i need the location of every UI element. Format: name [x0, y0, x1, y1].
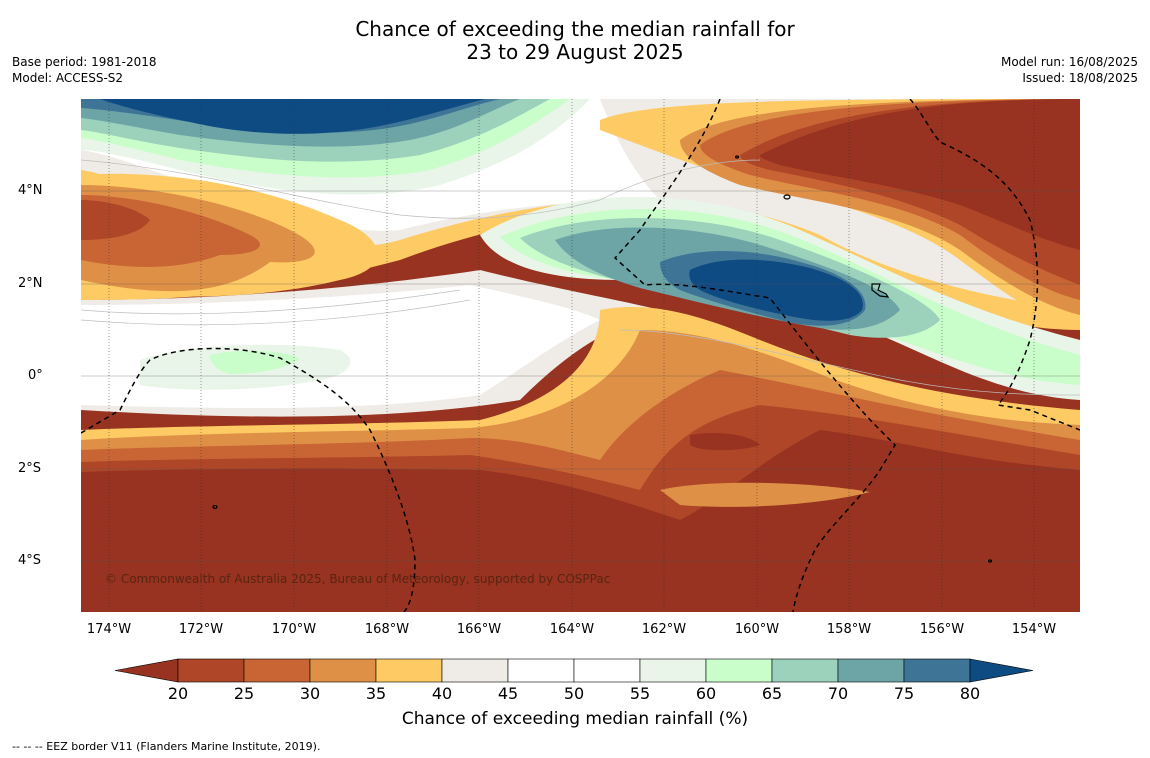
nw-20 — [81, 200, 150, 240]
colorbar-segment — [705, 658, 773, 683]
south-30-patch — [660, 482, 870, 507]
lat-label-4n: 4°N — [18, 183, 43, 198]
lon-label-156w: 156°W — [919, 622, 965, 637]
lon-label-166w: 166°W — [456, 622, 502, 637]
rainfall-map — [81, 99, 1080, 612]
colorbar-segment — [243, 658, 311, 683]
lat-label-2n: 2°N — [18, 276, 43, 291]
colorbar-tick-label: 30 — [299, 684, 321, 703]
lat-label-2s: 2°S — [18, 461, 42, 476]
colorbar-segment — [573, 658, 641, 683]
meta-right: Model run: 16/08/2025 Issued: 18/08/2025 — [1001, 54, 1138, 86]
colorbar-segment — [639, 658, 707, 683]
title-line-1: Chance of exceeding the median rainfall … — [355, 17, 795, 41]
lat-label-0: 0° — [28, 368, 43, 383]
south-20-patch — [690, 433, 760, 451]
colorbar-segment — [177, 658, 245, 683]
lat-label-4s: 4°S — [18, 553, 42, 568]
lon-label-164w: 164°W — [549, 622, 595, 637]
islands — [212, 155, 993, 563]
south-20 — [81, 430, 1080, 612]
lon-label-170w: 170°W — [271, 622, 317, 637]
lon-label-174w: 174°W — [86, 622, 132, 637]
lon-label-172w: 172°W — [178, 622, 224, 637]
colorbar-tick-label: 20 — [167, 684, 189, 703]
base-period: Base period: 1981-2018 — [12, 55, 157, 69]
colorbar-segment — [441, 658, 509, 683]
colorbar-tick-label: 70 — [827, 684, 849, 703]
lat-gridlines — [81, 190, 1080, 562]
colorbar-segment — [309, 658, 377, 683]
colorbar-tick-label: 25 — [233, 684, 255, 703]
model-name: Model: ACCESS-S2 — [12, 71, 124, 85]
colorbar-label: Chance of exceeding median rainfall (%) — [401, 709, 749, 729]
lon-label-162w: 162°W — [641, 622, 687, 637]
colorbar-tick-label: 55 — [629, 684, 651, 703]
colorbar-tick-label: 60 — [695, 684, 717, 703]
colorbar-segment — [375, 658, 443, 683]
colorbar-tick-label: 50 — [563, 684, 585, 703]
colorbar-tick-label: 45 — [497, 684, 519, 703]
colorbar-segment — [771, 658, 839, 683]
lon-label-160w: 160°W — [734, 622, 780, 637]
contour-lines — [81, 159, 1080, 396]
wet-c-80 — [689, 259, 863, 321]
colorbar-tick-label: 40 — [431, 684, 453, 703]
colorbar-tick-label: 80 — [959, 684, 981, 703]
colorbar-tick-label: 35 — [365, 684, 387, 703]
copyright-notice: © Commonwealth of Australia 2025, Bureau… — [105, 572, 611, 586]
colorbar-tick-label: 75 — [893, 684, 915, 703]
eez-footnote: -- -- -- EEZ border V11 (Flanders Marine… — [12, 740, 321, 753]
model-run: Model run: 16/08/2025 — [1000, 55, 1138, 69]
colorbar-segment — [903, 658, 971, 683]
colorbar-extend-low — [114, 658, 179, 683]
colorbar-tick-label: 65 — [761, 684, 783, 703]
colorbar-segment — [837, 658, 905, 683]
title-line-2: 23 to 29 August 2025 — [466, 40, 684, 64]
colorbar-extend-high — [969, 658, 1034, 683]
eq-65 — [210, 350, 300, 374]
ne-20 — [760, 99, 1080, 250]
map-field — [81, 99, 1080, 612]
lon-label-158w: 158°W — [826, 622, 872, 637]
wet-nw-80 — [100, 99, 485, 134]
lon-label-168w: 168°W — [364, 622, 410, 637]
colorbar-segments — [114, 658, 1034, 683]
map-title: Chance of exceeding the median rainfall … — [0, 18, 1150, 64]
meta-left: Base period: 1981-2018 Model: ACCESS-S2 — [12, 54, 157, 86]
issued-date: Issued: 18/08/2025 — [1022, 71, 1138, 85]
lon-label-154w: 154°W — [1011, 622, 1057, 637]
colorbar-segment — [507, 658, 575, 683]
eez-borders — [81, 99, 1080, 612]
